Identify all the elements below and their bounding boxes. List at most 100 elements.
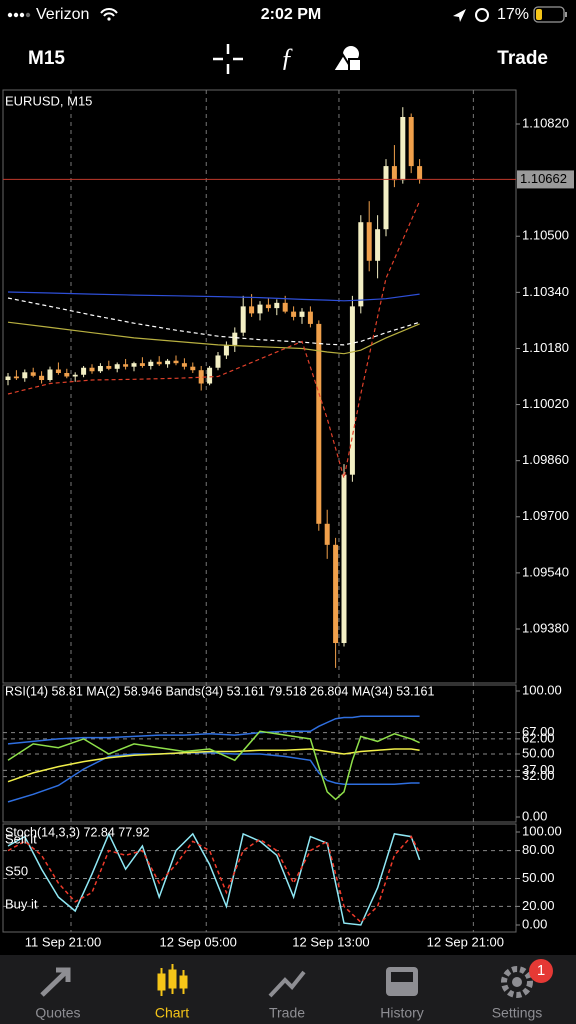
indicators-button[interactable]: ƒ	[281, 43, 294, 72]
moving-average	[7, 200, 421, 479]
indicator-line	[7, 832, 421, 926]
clock: 2:02 PM	[261, 6, 321, 23]
candle-body	[30, 372, 36, 376]
y-tick-label: 100.00	[522, 823, 562, 838]
status-bar: Verizon 2:02 PM 17%	[7, 6, 567, 23]
tab-label: Chart	[155, 1005, 189, 1021]
candle-body	[81, 367, 87, 375]
candle-body	[358, 222, 364, 307]
candle-body	[375, 229, 381, 261]
level-annotation: Sell it	[5, 831, 37, 846]
candle-body	[148, 361, 154, 366]
candle-body	[333, 544, 339, 644]
badge-count: 1	[537, 962, 545, 979]
indicator-line	[7, 748, 420, 783]
y-tick-label: 1.10180	[522, 340, 569, 355]
candle-body	[307, 311, 313, 324]
tab-label: Quotes	[35, 1005, 80, 1021]
panel-title: RSI(14) 58.81 MA(2) 58.946 Bands(34) 53.…	[5, 684, 434, 698]
y-tick-label: 0.00	[522, 808, 547, 823]
y-tick-label: 80.00	[522, 842, 555, 857]
current-price-box	[517, 170, 574, 189]
candle-body	[341, 474, 347, 644]
candle-body	[114, 364, 120, 369]
y-tick-label: 1.09700	[522, 508, 569, 523]
y-tick-label: 100.00	[522, 682, 562, 697]
candle-body	[97, 365, 103, 372]
candle-body	[349, 306, 355, 475]
current-price-label: 1.10662	[520, 171, 567, 186]
x-tick-label: 12 Sep 13:00	[292, 934, 369, 949]
candle-body	[131, 363, 137, 367]
candle-body	[173, 360, 179, 364]
y-tick-label: 20.00	[522, 898, 555, 913]
candle-body	[417, 166, 423, 180]
y-tick-label: 67.00	[522, 724, 555, 739]
timeframe-button[interactable]: M15	[28, 48, 65, 69]
tab-bar: 1	[0, 955, 576, 1024]
candle-body	[64, 372, 70, 377]
candle-body	[89, 367, 95, 372]
carrier: Verizon	[36, 6, 89, 23]
candle-body	[299, 311, 305, 317]
y-tick-label: 62.00	[522, 730, 555, 745]
notification-badge	[529, 959, 553, 983]
y-tick-label: 1.09540	[522, 564, 569, 579]
candle-body	[291, 311, 297, 317]
candle-body	[282, 302, 288, 312]
candle-body	[156, 361, 162, 365]
candle-body	[207, 367, 213, 384]
candle-body	[232, 332, 238, 345]
candle-body	[408, 117, 414, 167]
candle-body	[181, 363, 187, 367]
candle-body	[39, 375, 45, 381]
candle-body	[215, 355, 221, 368]
y-tick-label: 37.00	[522, 762, 555, 777]
toolbar: M15 ƒ Trade	[28, 43, 548, 74]
candle-body	[324, 523, 330, 545]
y-tick-label: 0.00	[522, 916, 547, 931]
y-tick-label: 1.09860	[522, 452, 569, 467]
candle-body	[47, 369, 53, 381]
moving-average	[7, 297, 420, 346]
candle-body	[139, 363, 145, 366]
candle-body	[257, 304, 263, 314]
candle-body	[274, 302, 280, 309]
y-tick-label: 1.10820	[522, 115, 569, 130]
y-tick-label: 50.00	[522, 870, 555, 885]
candle-body	[400, 117, 406, 181]
panel-title: Stoch(14,3,3) 72.84 77.92	[5, 825, 150, 839]
candle-body	[72, 374, 78, 377]
candle-body	[5, 376, 11, 381]
y-tick-label: 1.10340	[522, 284, 569, 299]
crosshair-button[interactable]	[213, 44, 243, 74]
candle-body	[240, 306, 246, 333]
candle-body	[198, 370, 204, 384]
y-tick-label: 1.10500	[522, 228, 569, 243]
indicator-line	[7, 730, 420, 801]
x-tick-label: 12 Sep 21:00	[427, 934, 504, 949]
candle-body	[391, 166, 397, 181]
objects-button[interactable]	[331, 46, 362, 72]
y-tick-label: 50.00	[522, 745, 555, 760]
moving-average	[7, 291, 420, 302]
candle-body	[55, 369, 61, 373]
candle-body	[223, 344, 229, 356]
panel-title: EURUSD, M15	[5, 93, 92, 108]
candle-body	[190, 366, 196, 371]
tab-label: Trade	[269, 1005, 305, 1021]
tab-label: Settings	[492, 1005, 543, 1021]
plot-layer: 11 Sep 21:00 12 Sep 05:00 12 Sep 13:00 12 S…	[3, 90, 574, 949]
battery-level: 17%	[497, 6, 529, 23]
indicator-line	[7, 751, 420, 803]
candle-body	[265, 304, 271, 309]
y-tick-label: 1.10020	[522, 396, 569, 411]
level-annotation: S50	[5, 863, 28, 878]
trade-button[interactable]: Trade	[497, 48, 548, 69]
indicator-line	[7, 715, 420, 745]
x-tick-label: 11 Sep 21:00	[25, 934, 101, 949]
level-annotation: Buy it	[5, 896, 38, 911]
candle-body	[13, 376, 19, 379]
candle-body	[249, 306, 255, 314]
